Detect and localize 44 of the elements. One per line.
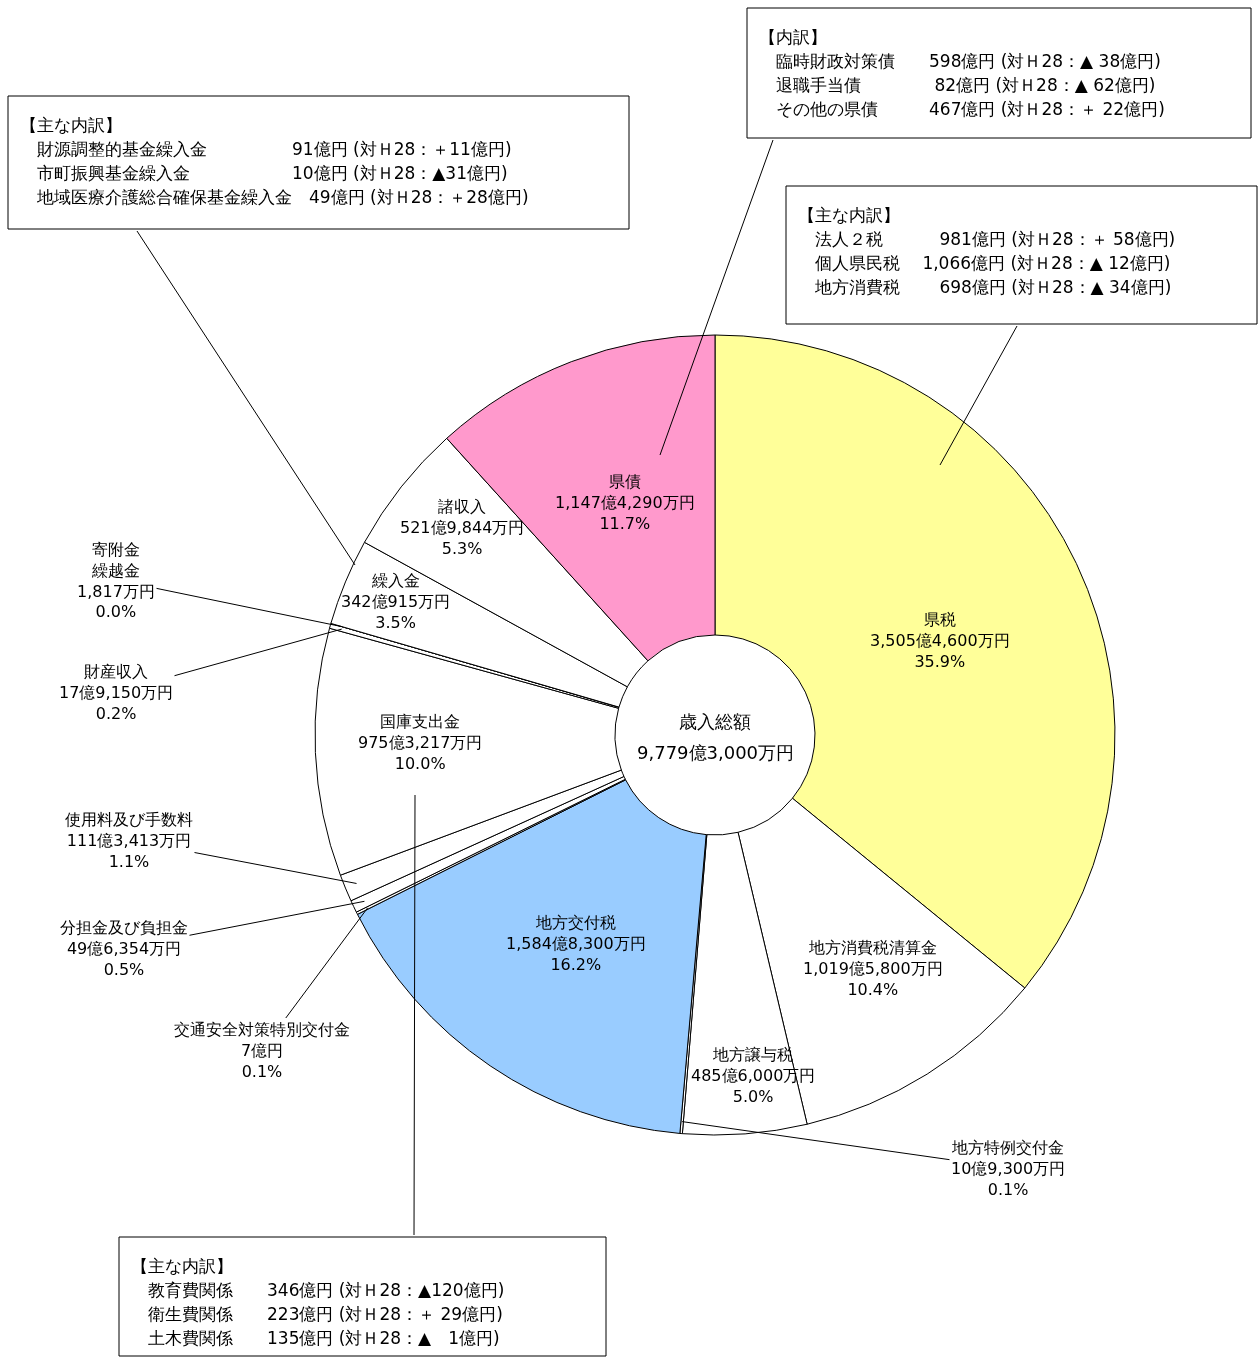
text: 【主な内訳】 (798, 205, 900, 225)
data-label: 521億9,844万円 5.3% (400, 517, 525, 558)
slice-label: 使用料及び手数料 (65, 810, 193, 829)
slice-label: 諸収入 (438, 497, 487, 516)
text: 地方消費税 698億円 (対Ｈ28：▲ 34億円) (798, 277, 1172, 297)
data-label: 3,505億4,600万円 35.9% (870, 630, 1010, 671)
slice-label: 県債 (608, 472, 641, 491)
data-label: 975億3,217万円 10.0% (358, 732, 483, 773)
text: 退職手当債 82億円 (対Ｈ28：▲ 62億円) (759, 75, 1156, 95)
text: 歳入総額 (679, 711, 751, 732)
text: 9,779億3,000万円 (637, 742, 795, 763)
text: 衛生費関係 223億円 (対Ｈ28：＋ 29億円) (131, 1304, 503, 1324)
data-label: 7億円 0.1% (240, 1040, 284, 1081)
slice-label: 交通安全対策特別交付金 (174, 1020, 350, 1039)
text: 財源調整的基金繰入金 91億円 (対Ｈ28：＋11億円) (20, 139, 512, 159)
slice-label: 地方消費税清算金 (807, 938, 937, 957)
text: 【内訳】 (759, 27, 827, 47)
slice-label: 国庫支出金 (380, 712, 461, 731)
text: その他の県債 467億円 (対Ｈ28：＋ 22億円) (759, 99, 1165, 119)
data-label: 10億9,300万円 0.1% (951, 1158, 1066, 1199)
data-label: 17億9,150万円 0.2% (59, 682, 174, 723)
slice-label: 県税 (923, 610, 956, 629)
text: 土木費関係 135億円 (対Ｈ28：▲ 1億円) (131, 1328, 500, 1348)
category-label: 寄附金繰越金 (91, 540, 140, 580)
slice-label: 分担金及び負担金 (60, 918, 188, 937)
slice-label: 繰入金 (370, 571, 420, 590)
text: 臨時財政対策債 598億円 (対Ｈ28：▲ 38億円) (759, 51, 1161, 71)
text: 個人県民税 1,066億円 (対Ｈ28：▲ 12億円) (798, 253, 1171, 273)
text: 教育費関係 346億円 (対Ｈ28：▲120億円) (131, 1280, 505, 1300)
slice-label: 財産収入 (84, 662, 149, 681)
text: 法人２税 981億円 (対Ｈ28：＋ 58億円) (798, 229, 1176, 249)
text: 1,817万円 0.0% (77, 581, 155, 622)
data-label: 111億3,413万円 1.1% (66, 830, 192, 871)
data-label: 342億915万円 3.5% (341, 591, 451, 632)
data-label: 1,147億4,290万円 11.7% (555, 492, 695, 533)
text: 地域医療介護総合確保基金繰入金 49億円 (対Ｈ28：＋28億円) (20, 187, 529, 207)
data-label: 1,584億8,300万円 16.2% (506, 933, 646, 974)
text: 【主な内訳】 (20, 115, 122, 135)
slice-label: 地方特例交付金 (951, 1138, 1065, 1157)
text: 市町振興基金繰入金 10億円 (対Ｈ28：▲31億円) (20, 163, 508, 183)
data-label: 49億6,354万円 0.5% (66, 938, 182, 979)
slice-label: 地方交付税 (534, 913, 616, 932)
text: 【主な内訳】 (131, 1256, 233, 1276)
data-label: 1,019億5,800万円 10.4% (803, 958, 943, 999)
